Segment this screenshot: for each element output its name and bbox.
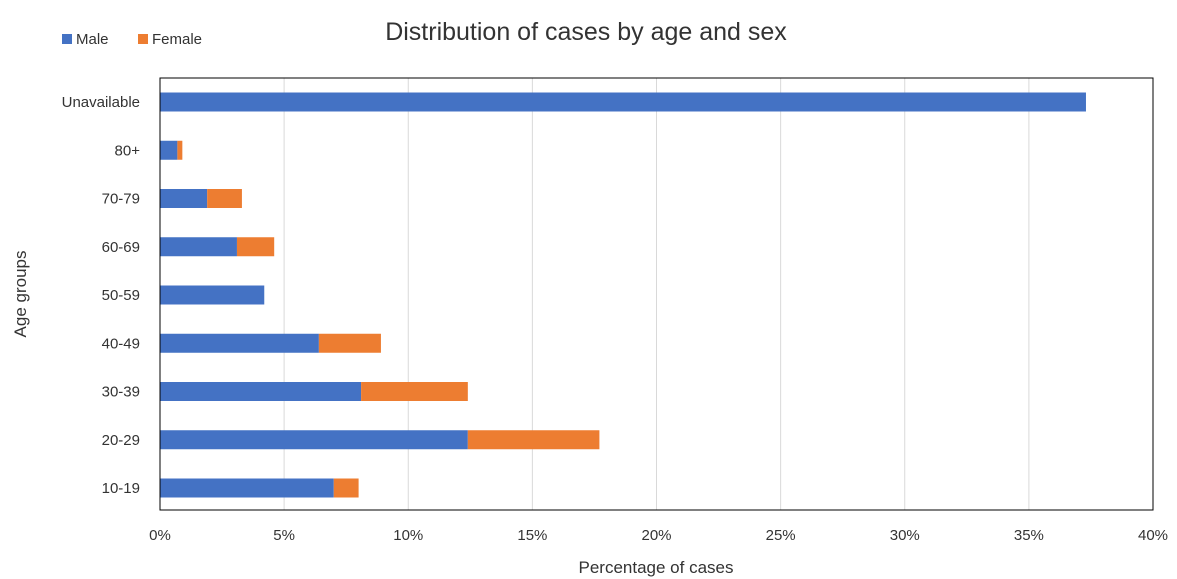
y-tick-label: 80+ — [115, 142, 141, 159]
bar-male-20-29 — [160, 430, 468, 450]
x-tick-label: 0% — [149, 527, 171, 544]
x-tick-label: 30% — [890, 527, 920, 544]
y-tick-label: 70-79 — [102, 191, 140, 208]
bar-male-unavailable — [160, 92, 1086, 112]
x-tick-label: 25% — [766, 527, 796, 544]
bar-male-10-19 — [160, 478, 334, 498]
y-axis-title: Age groups — [11, 251, 30, 338]
y-tick-label: 40-49 — [102, 335, 140, 352]
bar-male-60-69 — [160, 237, 237, 257]
x-tick-label: 20% — [641, 527, 671, 544]
legend-swatch-male — [62, 34, 72, 44]
bar-female-60-69 — [236, 237, 275, 257]
x-tick-label: 5% — [273, 527, 295, 544]
legend-label-male: Male — [76, 31, 109, 48]
y-tick-label: Unavailable — [62, 94, 140, 111]
chart-title: Distribution of cases by age and sex — [385, 18, 787, 46]
bar-female-10-19 — [333, 478, 359, 498]
bars — [160, 92, 1086, 498]
y-tick-label: 50-59 — [102, 287, 140, 304]
bar-male-30-39 — [160, 382, 362, 401]
bar-female-80- — [177, 140, 183, 160]
x-tick-label: 40% — [1138, 527, 1168, 544]
bar-female-70-79 — [207, 189, 242, 208]
bar-female-40-49 — [318, 333, 381, 353]
bar-male-80- — [160, 140, 178, 160]
plot-area-border — [159, 77, 1154, 511]
y-tick-label: 10-19 — [102, 480, 140, 497]
bar-female-30-39 — [361, 382, 468, 401]
y-tick-label: 30-39 — [102, 384, 140, 401]
legend-label-female: Female — [152, 31, 202, 48]
x-tick-label: 10% — [393, 527, 423, 544]
y-tick-label: 20-29 — [102, 432, 140, 449]
x-tick-label: 15% — [517, 527, 547, 544]
bar-female-20-29 — [467, 430, 600, 450]
x-axis-tick-labels: 0% 5% 10% 15% 20% 25% 30% 35% 40% — [149, 527, 1168, 544]
x-axis-title: Percentage of cases — [579, 558, 734, 577]
bar-male-50-59 — [160, 285, 265, 305]
bar-male-40-49 — [160, 333, 319, 353]
legend: Male Female — [62, 31, 202, 48]
gridlines — [283, 78, 1030, 510]
bar-male-70-79 — [160, 189, 208, 208]
x-tick-label: 35% — [1014, 527, 1044, 544]
legend-swatch-female — [138, 34, 148, 44]
y-axis-tick-labels: Unavailable 80+ 70-79 60-69 50-59 40-49 30-39 2… — [62, 94, 141, 497]
y-tick-label: 60-69 — [102, 239, 140, 256]
